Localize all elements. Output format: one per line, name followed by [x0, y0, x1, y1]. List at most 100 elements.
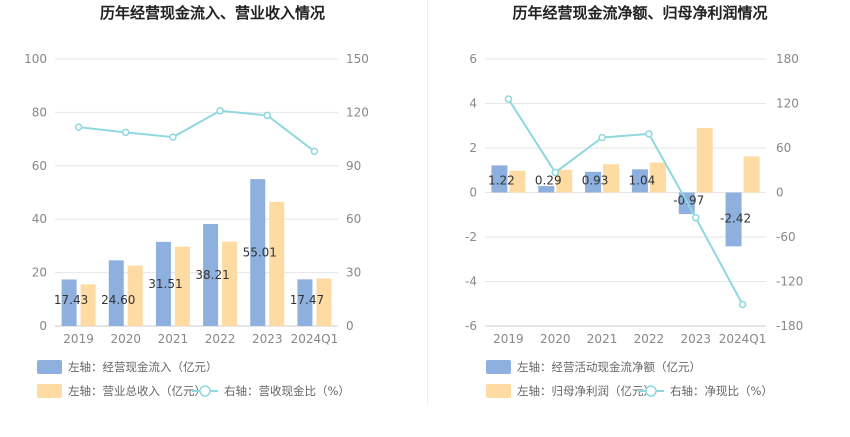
bar-b: [743, 156, 760, 193]
y-right-tick: 120: [346, 105, 369, 119]
line-point: [692, 213, 700, 222]
y-left-tick: 60: [32, 159, 47, 173]
line-point: [738, 300, 747, 309]
y-left-tick: 6: [469, 52, 477, 66]
x-tick: 2019: [63, 332, 94, 346]
x-tick: 2021: [158, 332, 189, 346]
y-left-tick: -4: [465, 275, 477, 289]
chart-title-right: 历年经营现金流净额、归母净利润情况: [512, 4, 768, 22]
bar-a: [203, 223, 219, 326]
data-label: 17.43: [54, 293, 88, 307]
bar-b: [603, 164, 620, 193]
y-left-tick: 80: [32, 105, 47, 119]
x-tick: 2020: [110, 332, 141, 346]
bar-a: [108, 260, 124, 326]
ratio-line: [78, 109, 316, 153]
bar-b: [127, 265, 143, 326]
bar-a: [61, 279, 77, 326]
data-label: -2.42: [720, 212, 751, 226]
y-left-tick: 0: [39, 319, 47, 333]
legend-label: 左轴：经营现金流入（亿元）: [68, 360, 218, 374]
legend-swatch: [37, 384, 62, 398]
bar-b: [649, 162, 666, 193]
x-tick: 2022: [205, 332, 236, 346]
legend-label: 左轴：归母净利润（亿元）: [517, 384, 655, 398]
x-tick: 2024Q1: [719, 332, 767, 346]
x-tick: 2021: [587, 332, 618, 346]
ratio-line: [507, 98, 744, 305]
bar-a: [538, 186, 555, 193]
y-right-tick: 180: [776, 52, 799, 66]
y-right-tick: -60: [776, 230, 796, 244]
line-point: [216, 107, 224, 115]
bar-b: [174, 246, 190, 326]
bar-a: [297, 279, 313, 326]
x-tick: 2024Q1: [291, 332, 339, 346]
line-point: [504, 95, 513, 103]
bar-a: [631, 169, 648, 193]
chart-right: -6 -4 -2 0 2 4 6 -180 -120 -60 0 60 120 180 2019 2020 20…: [465, 52, 803, 398]
line-point: [122, 128, 130, 137]
data-label: 17.47: [290, 293, 324, 307]
data-label: -0.97: [673, 194, 704, 208]
bar-a: [491, 165, 508, 193]
chart-title-left: 历年经营现金流入、营业收入情况: [99, 4, 325, 22]
data-label: 38.21: [195, 268, 229, 282]
y-right-tick: 60: [346, 212, 361, 226]
chart-left: 0 20 40 60 80 100 0 30 60 90 120 150 2019 2020 2021 202…: [24, 52, 369, 398]
y-right-tick: 0: [776, 186, 784, 200]
y-right-tick: 90: [346, 159, 361, 173]
line-point: [169, 133, 177, 141]
x-tick: 2020: [540, 332, 571, 346]
bar-a: [725, 192, 742, 247]
y-right-tick: -120: [776, 275, 803, 289]
y-right-tick: 60: [776, 141, 791, 155]
data-label: 24.60: [101, 293, 135, 307]
bar-b: [269, 201, 285, 326]
y-right-tick: 150: [346, 52, 369, 66]
x-tick: 2022: [634, 332, 665, 346]
bar-b: [316, 278, 332, 326]
y-left-tick: 4: [469, 97, 477, 111]
legend-label: 右轴：营收现金比（%）: [224, 384, 350, 398]
legend-label: 左轴：经营活动现金流净额（亿元）: [517, 360, 701, 374]
bar-a: [585, 171, 602, 193]
y-right-tick: 0: [346, 319, 354, 333]
y-left-tick: 40: [32, 212, 47, 226]
y-left-tick: 2: [469, 141, 477, 155]
y-left-tick: -2: [465, 230, 477, 244]
y-right-tick: 120: [776, 97, 799, 111]
data-label: 55.01: [243, 246, 277, 260]
line-point: [645, 130, 653, 138]
data-label: 0.29: [535, 174, 562, 188]
data-label: 0.93: [582, 174, 609, 188]
x-tick: 2019: [493, 332, 524, 346]
data-label: 1.04: [629, 174, 656, 188]
bar-a: [155, 241, 171, 326]
y-right-tick: 30: [346, 266, 361, 280]
legend-swatch: [486, 384, 511, 398]
legend-swatch: [37, 360, 62, 374]
y-left-tick: 20: [32, 266, 47, 280]
line-point: [310, 147, 319, 156]
y-left-tick: 0: [469, 186, 477, 200]
x-tick: 2023: [252, 332, 283, 346]
bar-b: [80, 284, 96, 326]
bar-b: [556, 169, 573, 193]
bar-b: [222, 241, 238, 326]
y-left-tick: -6: [465, 319, 477, 333]
data-label: 1.22: [488, 174, 515, 188]
y-left-tick: 100: [24, 52, 47, 66]
legend-swatch: [486, 360, 511, 374]
line-point: [74, 123, 83, 131]
bar-b: [509, 170, 526, 193]
line-point: [598, 133, 606, 142]
x-tick: 2023: [680, 332, 711, 346]
line-point: [551, 168, 559, 177]
legend-line-marker: [645, 385, 657, 397]
panel-divider: [427, 0, 428, 405]
data-label: 31.51: [148, 277, 182, 291]
bar-a: [250, 179, 266, 326]
line-point: [263, 111, 271, 120]
